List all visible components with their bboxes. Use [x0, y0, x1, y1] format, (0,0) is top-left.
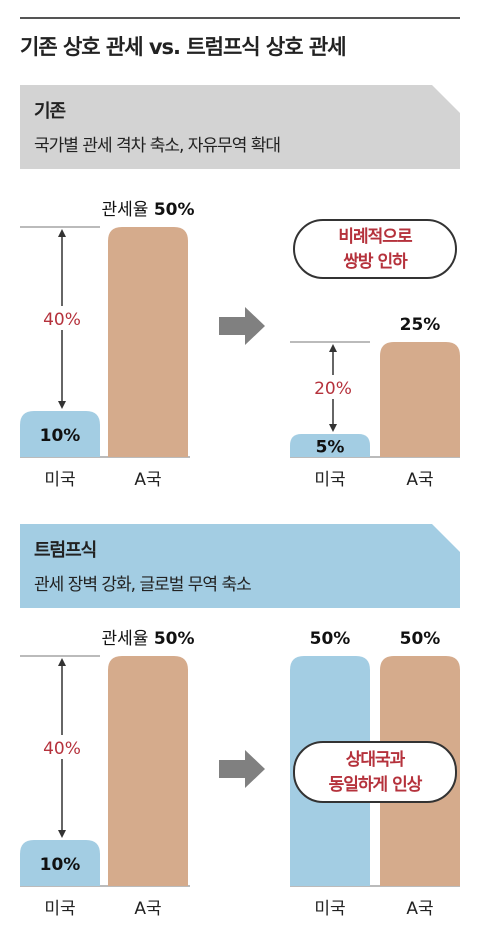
existing-after-gap-arrow-up — [329, 344, 337, 352]
trump-before-gap-arrow-down — [58, 830, 66, 838]
existing-after-gap-arrow-down — [329, 424, 337, 432]
existing-before-gap-label-bg — [40, 306, 84, 330]
existing-before-category-label: 미국 — [44, 470, 75, 490]
chart-existing: 미국 A국 10% 관세율 50% 40% 미국 A국 5% 25% 20% — [20, 200, 460, 490]
banner-trump-title: 트럼프식 — [34, 540, 97, 561]
trump-before-bar-country-a — [108, 656, 188, 886]
existing-after-gap-label: 20% — [314, 379, 352, 399]
existing-after-bar-usa — [290, 434, 370, 457]
top-rule — [20, 17, 460, 19]
banner-existing-title: 기존 — [34, 101, 66, 122]
banner-existing-bg — [20, 85, 460, 169]
banner-trump: 트럼프식 관세 장벽 강화, 글로벌 무역 축소 — [20, 524, 460, 608]
trump-before-gap-label: 40% — [43, 739, 81, 759]
existing-after-data-label: 25% — [400, 315, 441, 335]
trump-after-category-label: A국 — [406, 899, 433, 919]
existing-before-gap-arrow-down — [58, 401, 66, 409]
banner-trump-bg — [20, 524, 460, 608]
trump-before-data-label: 10% — [40, 855, 81, 875]
callout-existing-line1: 비례적으로 — [338, 227, 412, 247]
existing-after-category-label: 미국 — [314, 470, 345, 490]
existing-before-gap-arrow-up — [58, 229, 66, 237]
existing-after-category-label: A국 — [406, 470, 433, 490]
callout-trump: 상대국과 동일하게 인상 — [293, 741, 457, 803]
trump-after-category-label: 미국 — [314, 899, 345, 919]
existing-before-data-label: 10% — [40, 426, 81, 446]
banner-existing: 기존 국가별 관세 격차 축소, 자유무역 확대 — [20, 85, 460, 169]
banner-existing-subtitle: 국가별 관세 격차 축소, 자유무역 확대 — [34, 136, 281, 156]
existing-after-gap-label-bg — [311, 375, 355, 399]
banner-trump-shape — [20, 524, 460, 608]
existing-before-bar-country-a — [108, 227, 188, 457]
trump-before-data-label: 관세율 50% — [101, 629, 194, 649]
trump-before-gap-arrow-up — [58, 658, 66, 666]
trump-transition-arrow — [219, 750, 265, 788]
trump-before-bar-usa — [20, 840, 100, 886]
callout-trump-line1: 상대국과 — [345, 750, 406, 770]
trump-before-category-label: 미국 — [44, 899, 75, 919]
callout-existing: 비례적으로 쌍방 인하 — [293, 219, 457, 279]
banner-existing-shape — [20, 85, 460, 169]
trump-after-data-label: 50% — [310, 629, 351, 649]
trump-after-data-label: 50% — [400, 629, 441, 649]
callout-existing-line2: 쌍방 인하 — [343, 252, 407, 272]
trump-before-gap-label-bg — [40, 735, 84, 759]
existing-before-gap-label: 40% — [43, 310, 81, 330]
page-title: 기존 상호 관세 vs. 트럼프식 상호 관세 — [20, 35, 347, 59]
existing-after-bar-country-a — [380, 342, 460, 457]
existing-before-category-label: A국 — [134, 470, 161, 490]
banner-trump-subtitle: 관세 장벽 강화, 글로벌 무역 축소 — [34, 575, 252, 595]
existing-transition-arrow — [219, 307, 265, 345]
callout-trump-line2: 동일하게 인상 — [328, 775, 423, 795]
trump-before-category-label: A국 — [134, 899, 161, 919]
existing-before-bar-usa — [20, 411, 100, 457]
existing-before-data-label: 관세율 50% — [101, 200, 194, 220]
existing-after-data-label: 5% — [316, 438, 345, 458]
